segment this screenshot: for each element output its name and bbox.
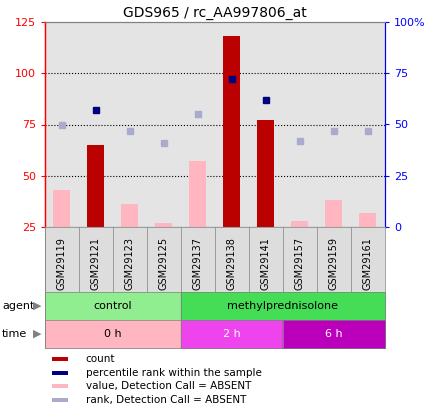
- Text: time: time: [2, 329, 27, 339]
- Bar: [52, 384, 68, 388]
- Bar: [223, 36, 240, 227]
- Text: 6 h: 6 h: [325, 329, 342, 339]
- Bar: [350, 22, 384, 227]
- Title: GDS965 / rc_AA997806_at: GDS965 / rc_AA997806_at: [123, 6, 306, 19]
- Text: rank, Detection Call = ABSENT: rank, Detection Call = ABSENT: [85, 394, 246, 405]
- Bar: [52, 357, 68, 361]
- Text: GSM29138: GSM29138: [227, 237, 237, 290]
- Bar: [147, 22, 181, 227]
- Text: ▶: ▶: [33, 301, 41, 311]
- Text: value, Detection Call = ABSENT: value, Detection Call = ABSENT: [85, 381, 250, 391]
- Text: percentile rank within the sample: percentile rank within the sample: [85, 368, 261, 378]
- Bar: [248, 22, 283, 227]
- Bar: [52, 398, 68, 402]
- Bar: [79, 22, 113, 227]
- Bar: [87, 145, 104, 227]
- Text: GSM29137: GSM29137: [193, 237, 203, 290]
- Bar: [316, 22, 350, 227]
- Text: GSM29125: GSM29125: [159, 237, 169, 290]
- Text: GSM29141: GSM29141: [260, 237, 270, 290]
- Bar: [45, 22, 79, 227]
- Bar: [358, 213, 376, 227]
- Text: GSM29161: GSM29161: [362, 237, 372, 290]
- Text: 0 h: 0 h: [104, 329, 122, 339]
- Text: count: count: [85, 354, 115, 364]
- Text: control: control: [93, 301, 132, 311]
- Text: agent: agent: [2, 301, 34, 311]
- Text: GSM29119: GSM29119: [57, 237, 67, 290]
- Bar: [121, 205, 138, 227]
- Text: GSM29121: GSM29121: [91, 237, 101, 290]
- Bar: [155, 223, 172, 227]
- Bar: [181, 22, 214, 227]
- Bar: [283, 22, 316, 227]
- Text: GSM29123: GSM29123: [125, 237, 135, 290]
- Bar: [53, 190, 70, 227]
- Bar: [113, 22, 147, 227]
- Text: methylprednisolone: methylprednisolone: [227, 301, 338, 311]
- Text: GSM29157: GSM29157: [294, 237, 304, 290]
- Bar: [257, 120, 274, 227]
- Bar: [189, 162, 206, 227]
- Text: 2 h: 2 h: [223, 329, 240, 339]
- Bar: [52, 371, 68, 375]
- Bar: [214, 22, 248, 227]
- Bar: [325, 200, 342, 227]
- Text: GSM29159: GSM29159: [328, 237, 338, 290]
- Bar: [291, 221, 308, 227]
- Text: ▶: ▶: [33, 329, 41, 339]
